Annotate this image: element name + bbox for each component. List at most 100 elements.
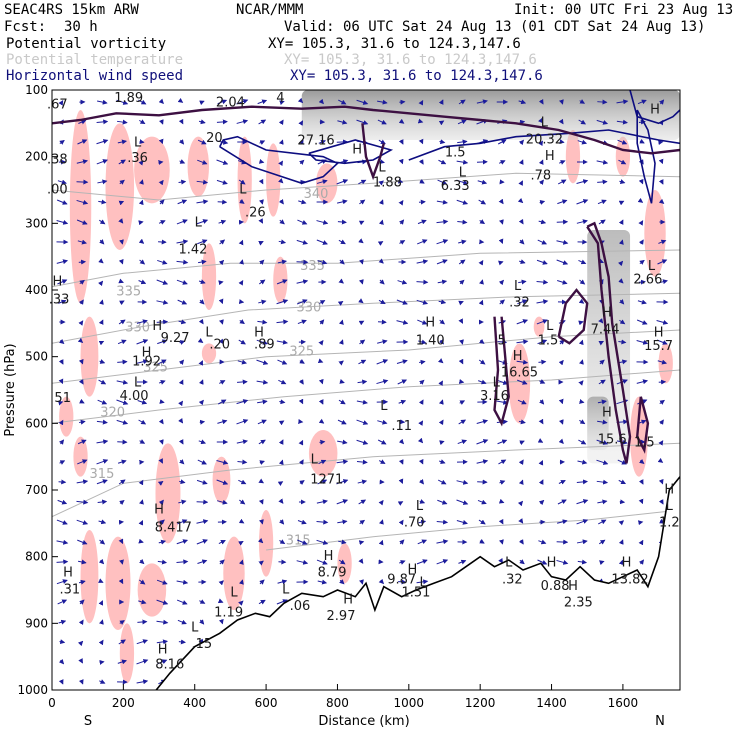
- wind-vector-581: [439, 319, 445, 325]
- wind-vector-283: [237, 359, 247, 365]
- pv-label-12: .20: [209, 338, 230, 353]
- low-marker-38: L: [282, 582, 290, 597]
- wind-vector-313: [256, 359, 269, 365]
- wind-vector-600: [458, 99, 466, 105]
- wind-vector-355: [276, 599, 288, 605]
- y-tick-label-9: 1000: [17, 683, 48, 697]
- wind-vector-828: [596, 459, 609, 465]
- wind-vector-612: [459, 339, 464, 345]
- wind-vector-248: [218, 259, 225, 266]
- wind-vector-677: [497, 439, 508, 445]
- wind-vector-156: [158, 220, 166, 225]
- wind-vector-488: [378, 258, 384, 264]
- wind-vector-708: [518, 459, 524, 465]
- wind-vector-68: [98, 258, 104, 264]
- wind-vector-145: [138, 599, 147, 605]
- wind-vector-142: [138, 538, 144, 544]
- wind-vector-169: [157, 480, 164, 486]
- pv-label-24: .32: [509, 296, 530, 311]
- wind-vector-763: [558, 359, 564, 366]
- wind-vector-96: [118, 218, 124, 224]
- wind-vector-457: [358, 238, 364, 244]
- wind-vector-757: [556, 239, 569, 245]
- pv-shade-9: [273, 256, 288, 304]
- wind-vector-720: [538, 98, 544, 105]
- pv-label-48: 2.97: [327, 609, 356, 624]
- wind-vector-351: [279, 519, 285, 525]
- wind-vector-84: [98, 578, 104, 583]
- wind-vector-513: [398, 158, 404, 165]
- wind-vector-630: [476, 99, 488, 105]
- wind-vector-192: [179, 340, 186, 345]
- low-marker-22: L: [493, 376, 501, 391]
- theta-label-9: 315: [286, 534, 311, 549]
- wind-vector-481: [377, 119, 387, 125]
- high-marker-5: H: [142, 346, 152, 361]
- wind-vector-216: [196, 219, 209, 225]
- wind-vector-706: [518, 419, 526, 425]
- y-tick-label-2: 300: [25, 216, 48, 230]
- wind-vector-402: [318, 340, 324, 346]
- wind-vector-120: [138, 99, 147, 105]
- wind-vector-252: [218, 338, 224, 345]
- wind-vector-498: [378, 459, 386, 464]
- wind-vector-790: [578, 298, 585, 304]
- wind-vector-528: [398, 459, 404, 465]
- low-marker-6: L: [205, 326, 213, 341]
- wind-vector-407: [319, 439, 326, 445]
- pv-label-50: .15: [192, 637, 213, 652]
- wind-vector-431: [338, 319, 344, 325]
- wind-vector-743: [537, 559, 548, 565]
- wind-vector-590: [437, 499, 448, 505]
- wind-vector-798: [577, 459, 588, 465]
- wind-vector-425: [337, 199, 348, 205]
- wind-vector-193: [178, 359, 185, 365]
- high-marker-19: H: [654, 326, 664, 341]
- wind-vector-133: [136, 359, 149, 365]
- wind-vector-174: [156, 579, 168, 585]
- wind-vector-141: [138, 520, 144, 526]
- pv-label-13: .89: [254, 338, 275, 353]
- wind-vector-558: [418, 458, 424, 465]
- wind-vector-607: [458, 239, 467, 245]
- pv-shade-19: [258, 509, 274, 577]
- wind-vector-850: [619, 299, 625, 305]
- wind-vector-0: [58, 100, 64, 106]
- wind-vector-794: [578, 380, 584, 386]
- wind-vector-47: [77, 439, 87, 445]
- forecast-hours: 30 h: [64, 19, 98, 35]
- low-marker-41: L: [191, 620, 199, 635]
- wind-vector-608: [458, 259, 466, 265]
- wind-vector-456: [358, 220, 365, 226]
- wind-vector-91: [116, 119, 128, 125]
- wind-vector-884: [636, 379, 649, 385]
- wind-vector-552: [418, 339, 427, 345]
- y-tick-label-0: 100: [25, 83, 48, 97]
- wind-vector-188: [176, 259, 189, 265]
- x-end-label-south: S: [84, 714, 92, 729]
- wind-vector-573: [438, 159, 447, 165]
- wind-vector-825: [597, 399, 607, 405]
- wind-vector-165: [159, 399, 165, 404]
- wind-vector-643: [478, 359, 486, 365]
- pv-contour-1: [586, 221, 632, 464]
- wind-vector-82: [99, 539, 106, 545]
- wind-vector-365: [298, 199, 307, 205]
- wind-vector-459: [358, 279, 364, 285]
- wind-vector-277: [238, 239, 244, 246]
- wind-vector-308: [259, 259, 265, 265]
- wind-vector-824: [598, 379, 606, 385]
- wind-vector-152: [158, 138, 164, 145]
- wind-vector-378: [298, 459, 304, 465]
- wind-vector-814: [597, 179, 608, 185]
- wind-vector-400: [319, 300, 326, 305]
- high-marker-28: H: [664, 482, 674, 497]
- wind-vector-98: [118, 258, 124, 265]
- wind-contour-4: [636, 109, 656, 204]
- wind-vector-406: [318, 418, 325, 424]
- wind-vector-150: [158, 98, 164, 105]
- low-marker-16: L: [514, 279, 522, 294]
- wind-vector-758: [556, 259, 569, 265]
- wind-vector-27: [59, 639, 66, 645]
- wind-vector-160: [156, 299, 169, 305]
